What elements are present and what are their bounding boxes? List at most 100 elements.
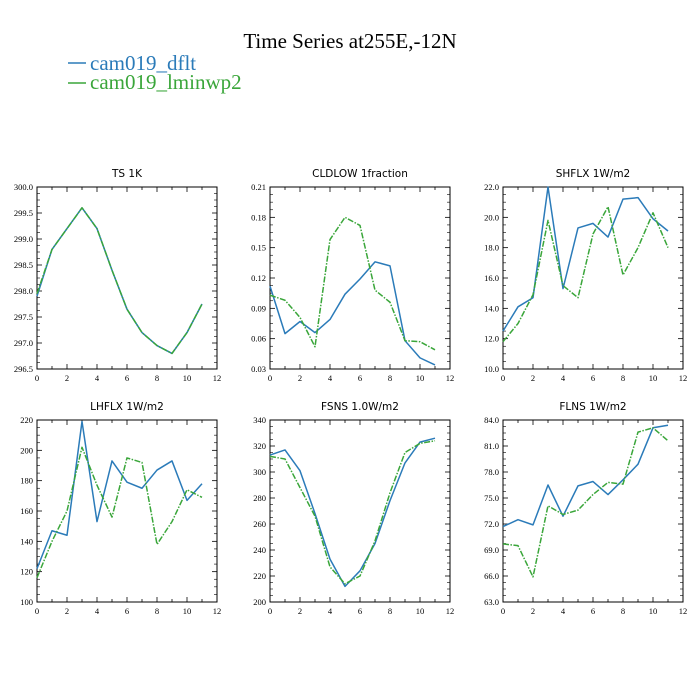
y-tick-label-ts: 298.0 [14,286,33,296]
y-tick-label-flns: 78.0 [484,467,499,477]
series-line-ts-dflt [36,207,203,355]
x-tick-label-fsns: 10 [416,606,425,616]
x-tick-label-shflx: 0 [501,373,505,383]
y-tick-label-ts: 298.5 [14,260,33,270]
plot-frame-flns [502,419,684,603]
series-line-lhflx-lminwp2 [36,446,203,579]
y-tick-label-flns: 84.0 [484,415,499,425]
y-tick-label-shflx: 10.0 [484,364,499,374]
series-line-cldlow-lminwp2 [269,216,436,351]
y-tick-label-fsns: 260 [253,519,266,529]
y-tick-label-lhflx: 160 [20,506,33,516]
y-tick-label-ts: 299.0 [14,234,33,244]
y-tick-label-cldlow: 0.15 [251,243,266,253]
x-tick-label-cldlow: 0 [268,373,272,383]
x-tick-label-cldlow: 6 [358,373,362,383]
x-tick-label-ts: 10 [183,373,192,383]
x-tick-label-ts: 4 [95,373,100,383]
y-tick-label-shflx: 20.0 [484,212,499,222]
x-tick-label-fsns: 8 [388,606,392,616]
y-tick-label-fsns: 300 [253,467,266,477]
y-tick-label-fsns: 200 [253,597,266,607]
panel-title-shflx: SHFLX 1W/m2 [556,168,631,180]
panel-title-cldlow: CLDLOW 1fraction [312,168,408,180]
x-tick-label-lhflx: 10 [183,606,192,616]
x-tick-label-lhflx: 6 [125,606,129,616]
y-tick-label-shflx: 18.0 [484,243,499,253]
x-tick-label-cldlow: 10 [416,373,425,383]
x-tick-label-fsns: 12 [446,606,455,616]
y-tick-label-shflx: 22.0 [484,182,499,192]
x-tick-label-ts: 6 [125,373,129,383]
series-line-lhflx-dflt [36,420,203,569]
y-tick-label-flns: 75.0 [484,493,499,503]
panel-ts: TS 1K 0 2 4 6 8 10 12 296.5 297.0 297.5 298.0 298.5 2… [14,168,221,383]
legend-label-dflt: cam019_dflt [90,51,196,75]
plot-frame-ts [36,186,218,370]
plot-frame-lhflx [36,419,218,603]
y-tick-label-fsns: 320 [253,441,266,451]
panel-title-lhflx: LHFLX 1W/m2 [90,401,164,413]
panel-lhflx: LHFLX 1W/m2 0 2 4 6 8 10 12 100 120 140 160 180 200 22… [20,401,221,616]
y-tick-label-flns: 69.0 [484,545,499,555]
plot-frame-shflx [502,186,684,370]
series-line-flns-dflt [502,424,669,528]
y-tick-label-cldlow: 0.18 [251,212,266,222]
y-tick-label-lhflx: 200 [20,445,33,455]
x-tick-label-lhflx: 12 [213,606,222,616]
y-tick-label-fsns: 280 [253,493,266,503]
y-tick-label-cldlow: 0.06 [251,334,266,344]
series-line-shflx-dflt [502,186,669,332]
panels: TS 1K 0 2 4 6 8 10 12 296.5 297.0 297.5 298.0 298.5 2… [14,168,687,616]
x-tick-label-cldlow: 8 [388,373,392,383]
y-tick-label-lhflx: 220 [20,415,33,425]
x-tick-label-flns: 6 [591,606,595,616]
x-tick-label-shflx: 12 [679,373,688,383]
panel-fsns: FSNS 1.0W/m2 0 2 4 6 8 10 12 200 220 240 260 280 300 3… [253,401,454,616]
y-tick-label-ts: 299.5 [14,208,33,218]
x-tick-label-flns: 0 [501,606,505,616]
x-tick-label-lhflx: 2 [65,606,69,616]
x-tick-label-flns: 2 [531,606,535,616]
x-tick-label-cldlow: 12 [446,373,455,383]
panel-shflx: SHFLX 1W/m2 0 2 4 6 8 10 12 10.0 12.0 14.0 16.0 18.0… [484,168,687,383]
y-tick-label-flns: 72.0 [484,519,499,529]
x-tick-label-lhflx: 0 [35,606,39,616]
x-tick-label-ts: 8 [155,373,159,383]
x-tick-label-shflx: 4 [561,373,566,383]
x-tick-label-cldlow: 2 [298,373,302,383]
y-tick-label-fsns: 220 [253,571,266,581]
x-tick-label-ts: 2 [65,373,69,383]
y-tick-label-ts: 297.5 [14,312,33,322]
x-tick-label-fsns: 0 [268,606,272,616]
series-line-fsns-lminwp2 [269,440,436,585]
series-line-fsns-dflt [269,437,436,588]
x-tick-label-ts: 0 [35,373,39,383]
y-tick-label-flns: 66.0 [484,571,499,581]
x-tick-label-fsns: 4 [328,606,333,616]
y-tick-label-fsns: 240 [253,545,266,555]
figure-title: Time Series at255E,-12N [243,29,456,53]
series-line-shflx-lminwp2 [502,205,669,343]
y-tick-label-ts: 296.5 [14,364,33,374]
y-tick-label-lhflx: 140 [20,536,33,546]
y-tick-label-lhflx: 180 [20,476,33,486]
panel-title-ts: TS 1K [111,168,143,180]
legend: cam019_dflt cam019_lminwp2 [68,51,242,94]
series-line-ts-lminwp2 [36,207,203,355]
x-tick-label-cldlow: 4 [328,373,333,383]
y-tick-label-flns: 81.0 [484,441,499,451]
x-tick-label-fsns: 6 [358,606,362,616]
x-tick-label-fsns: 2 [298,606,302,616]
y-tick-label-flns: 63.0 [484,597,499,607]
series-line-cldlow-dflt [269,261,436,366]
x-tick-label-flns: 4 [561,606,566,616]
y-tick-label-cldlow: 0.21 [251,182,266,192]
legend-label-lminwp2: cam019_lminwp2 [90,70,242,94]
x-tick-label-ts: 12 [213,373,222,383]
x-tick-label-shflx: 2 [531,373,535,383]
y-tick-label-cldlow: 0.12 [251,273,266,283]
y-tick-label-shflx: 14.0 [484,303,499,313]
panel-title-flns: FLNS 1W/m2 [559,401,626,413]
